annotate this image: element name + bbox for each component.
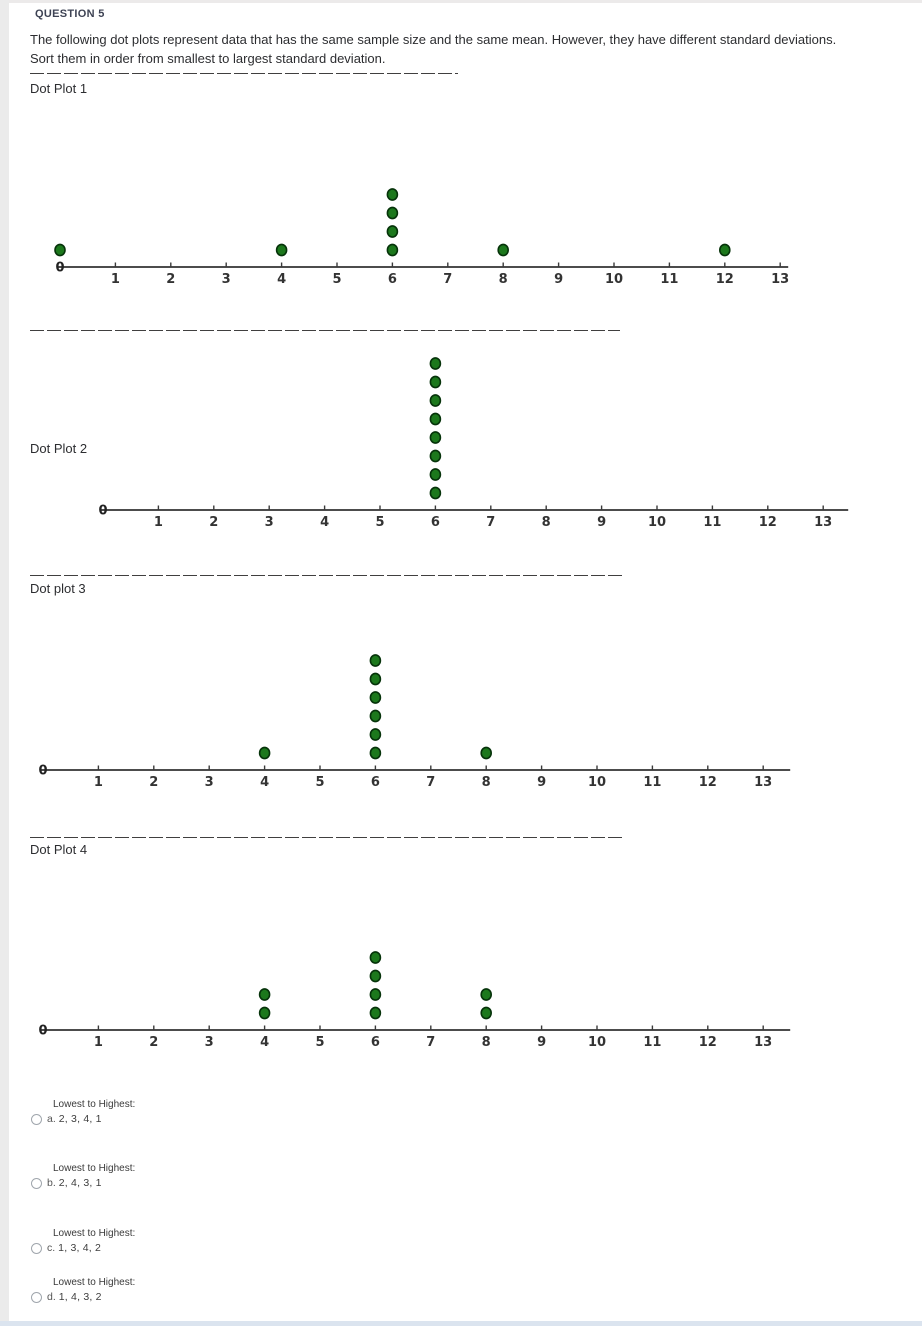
svg-text:7: 7	[486, 515, 495, 530]
svg-text:7: 7	[426, 775, 435, 790]
svg-text:8: 8	[499, 272, 508, 287]
radio-option-a[interactable]	[31, 1113, 42, 1125]
svg-text:11: 11	[660, 272, 678, 287]
radio-option-b[interactable]	[31, 1177, 42, 1189]
svg-text:0: 0	[38, 1024, 47, 1039]
option-b-value: 2, 4, 3, 1	[58, 1177, 102, 1189]
answer-option-a: a. 2, 3, 4, 1	[31, 1113, 102, 1125]
separator-line	[30, 837, 622, 839]
svg-text:7: 7	[443, 272, 452, 287]
svg-text:0: 0	[38, 764, 47, 779]
option-c-value: 1, 3, 4, 2	[58, 1242, 102, 1254]
left-border	[0, 0, 9, 1326]
option-a-header: Lowest to Highest:	[53, 1099, 136, 1110]
svg-text:2: 2	[209, 515, 218, 530]
dot-plot-4-label: Dot Plot 4	[30, 842, 88, 857]
option-d-value: 1, 4, 3, 2	[58, 1291, 102, 1303]
dot-plot-3-label: Dot plot 3	[30, 581, 86, 596]
option-a-value: 2, 3, 4, 1	[58, 1113, 102, 1125]
svg-text:1: 1	[111, 272, 120, 287]
svg-text:5: 5	[375, 515, 384, 530]
svg-text:5: 5	[315, 775, 324, 790]
svg-text:11: 11	[643, 775, 661, 790]
svg-text:13: 13	[814, 515, 832, 530]
svg-text:9: 9	[554, 272, 563, 287]
svg-text:6: 6	[371, 1035, 380, 1050]
svg-text:12: 12	[699, 775, 717, 790]
svg-text:9: 9	[537, 775, 546, 790]
separator-line	[30, 575, 622, 577]
svg-text:13: 13	[754, 1035, 772, 1050]
svg-text:6: 6	[388, 272, 397, 287]
option-d-prefix: d.	[47, 1291, 56, 1303]
bottom-border	[0, 1321, 922, 1326]
svg-text:12: 12	[699, 1035, 717, 1050]
svg-text:10: 10	[588, 1035, 606, 1050]
answer-option-b: b. 2, 4, 3, 1	[31, 1177, 102, 1189]
svg-text:1: 1	[94, 775, 103, 790]
svg-text:0: 0	[55, 261, 64, 276]
svg-text:3: 3	[205, 1035, 214, 1050]
svg-text:4: 4	[320, 515, 329, 530]
radio-option-c[interactable]	[31, 1242, 42, 1254]
svg-text:2: 2	[149, 775, 158, 790]
svg-text:10: 10	[605, 272, 623, 287]
separator-line	[30, 73, 458, 75]
answer-option-d: d. 1, 4, 3, 2	[31, 1291, 102, 1303]
svg-text:6: 6	[371, 775, 380, 790]
svg-text:3: 3	[205, 775, 214, 790]
option-c-prefix: c.	[47, 1242, 56, 1254]
svg-text:3: 3	[222, 272, 231, 287]
svg-text:10: 10	[648, 515, 666, 530]
svg-text:1: 1	[94, 1035, 103, 1050]
svg-text:1: 1	[154, 515, 163, 530]
svg-text:5: 5	[332, 272, 341, 287]
svg-text:7: 7	[426, 1035, 435, 1050]
answer-option-c: c. 1, 3, 4, 2	[31, 1242, 101, 1254]
option-b-prefix: b.	[47, 1177, 56, 1189]
svg-text:10: 10	[588, 775, 606, 790]
radio-option-d[interactable]	[31, 1291, 42, 1303]
svg-text:8: 8	[482, 1035, 491, 1050]
svg-text:4: 4	[277, 272, 286, 287]
option-d-header: Lowest to Highest:	[53, 1277, 136, 1288]
option-a-prefix: a.	[47, 1113, 56, 1125]
svg-text:9: 9	[537, 1035, 546, 1050]
option-c-header: Lowest to Highest:	[53, 1228, 136, 1239]
svg-text:8: 8	[542, 515, 551, 530]
question-text-line1: The following dot plots represent data t…	[30, 32, 837, 47]
svg-text:13: 13	[771, 272, 789, 287]
question-text-line2: Sort them in order from smallest to larg…	[30, 51, 386, 66]
svg-text:3: 3	[265, 515, 274, 530]
svg-text:12: 12	[759, 515, 777, 530]
svg-text:4: 4	[260, 775, 269, 790]
svg-text:8: 8	[482, 775, 491, 790]
svg-text:12: 12	[716, 272, 734, 287]
svg-text:2: 2	[166, 272, 175, 287]
separator-line	[30, 330, 620, 332]
dot-plot-1-label: Dot Plot 1	[30, 81, 88, 96]
svg-text:6: 6	[431, 515, 440, 530]
svg-text:0: 0	[98, 504, 107, 519]
option-b-header: Lowest to Highest:	[53, 1163, 136, 1174]
dot-plot-1-canvas: 01 2 3 4 5 6 7 8 9 10 11 12 13	[54, 188, 789, 287]
dot-plot-2-canvas: 01 2 3 4 5 6 7 8 9 10 11 12 13	[98, 357, 849, 530]
dot-plot-4-canvas: 01 2 3 4 5 6 7 8 9 10 11 12 13	[38, 951, 791, 1050]
svg-text:2: 2	[149, 1035, 158, 1050]
top-border	[0, 0, 922, 3]
dot-plot-2-label: Dot Plot 2	[30, 441, 88, 456]
svg-text:5: 5	[315, 1035, 324, 1050]
svg-text:13: 13	[754, 775, 772, 790]
svg-text:11: 11	[643, 1035, 661, 1050]
svg-text:9: 9	[597, 515, 606, 530]
dot-plot-3-canvas: 01 2 3 4 5 6 7 8 9 10 11 12 13	[38, 654, 791, 790]
svg-text:4: 4	[260, 1035, 269, 1050]
question-number-heading: QUESTION 5	[35, 8, 105, 20]
svg-text:11: 11	[703, 515, 721, 530]
